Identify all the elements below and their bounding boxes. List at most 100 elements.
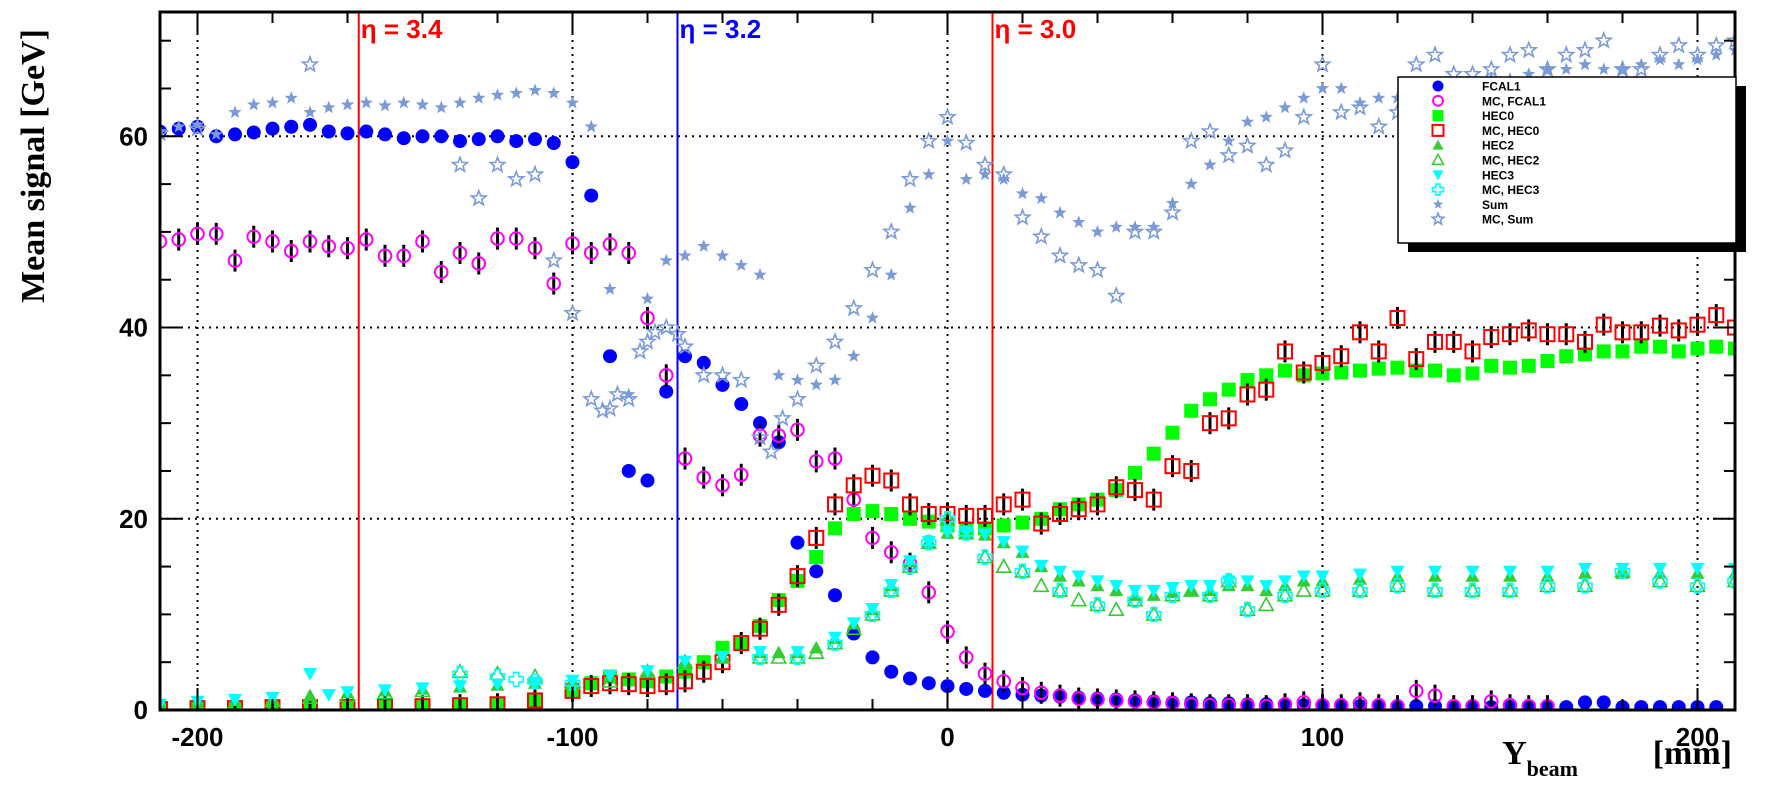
point-mc-sum: [645, 322, 665, 341]
point-mc-fcal1: [827, 451, 843, 466]
point-mc-sum: [488, 155, 507, 174]
point-sum: [1372, 91, 1386, 104]
legend-label: HEC3: [1482, 168, 1514, 182]
point-mc-sum: [1313, 54, 1332, 73]
point-hec3: [1203, 580, 1217, 593]
point-mc-sum: [525, 164, 545, 183]
legend-label: MC, HEC0: [1482, 124, 1540, 138]
point-mc-hec0: [1520, 322, 1537, 339]
point-sum: [678, 248, 692, 262]
point-mc-fcal1: [583, 245, 599, 261]
y-tick-label: 60: [119, 121, 148, 151]
point-sum: [828, 373, 842, 386]
point-mc-fcal1: [1371, 697, 1387, 710]
point-mc-fcal1: [160, 234, 168, 249]
point-mc-sum: [1369, 116, 1389, 135]
point-mc-fcal1: [302, 234, 318, 249]
point-mc-hec2: [1070, 591, 1088, 607]
point-mc-hec0: [1183, 462, 1200, 479]
point-sum: [1203, 158, 1217, 171]
point-hec3: [1278, 575, 1292, 588]
point-mc-fcal1: [171, 232, 187, 247]
point-fcal1: [1634, 700, 1649, 710]
point-mc-hec2: [1014, 562, 1031, 578]
point-mc-fcal1: [1277, 696, 1293, 710]
point-hec0: [809, 550, 824, 565]
point-hec0: [1465, 366, 1480, 381]
point-mc-sum: [668, 324, 687, 343]
point-mc-fcal1: [471, 256, 487, 271]
point-mc-sum: [619, 389, 639, 408]
point-sum: [978, 167, 992, 181]
legend-entry: MC, HEC2: [1431, 152, 1540, 168]
point-hec0: [1278, 363, 1292, 378]
point-sum: [1240, 115, 1255, 128]
point-mc-sum: [188, 118, 207, 137]
point-fcal1: [809, 564, 824, 579]
point-sum: [1222, 134, 1236, 147]
point-mc-hec3: [1314, 582, 1331, 599]
point-mc-hec2: [1501, 581, 1519, 597]
point-hec0: [996, 518, 1011, 533]
point-hec3: [453, 680, 467, 694]
point-mc-fcal1: [1052, 688, 1068, 703]
point-mc-sum: [1406, 54, 1426, 73]
point-hec0: [1728, 341, 1735, 356]
point-mc-hec2: [1276, 586, 1294, 602]
point-mc-hec0: [864, 467, 881, 484]
point-mc-hec3: [1145, 606, 1162, 623]
point-fcal1: [846, 626, 861, 641]
point-mc-hec2: [376, 684, 394, 700]
x-axis-title: Ybeam [mm]: [1502, 735, 1732, 781]
point-mc-hec2: [1464, 581, 1481, 597]
point-mc-hec0: [1652, 317, 1668, 334]
point-sum: [1165, 196, 1180, 209]
point-sum: [528, 83, 542, 97]
point-fcal1: [284, 119, 299, 134]
point-mc-hec3: [1577, 577, 1593, 594]
point-hec0: [1596, 344, 1611, 359]
point-mc-fcal1: [640, 310, 655, 326]
point-hec0: [1184, 403, 1199, 418]
point-mc-fcal1: [415, 234, 430, 249]
point-mc-hec3: [1652, 573, 1668, 589]
point-mc-sum: [1669, 35, 1689, 54]
point-sum: [865, 311, 880, 324]
point-mc-sum: [1088, 260, 1107, 279]
point-mc-hec2: [1576, 577, 1594, 593]
point-mc-hec0: [1052, 505, 1068, 522]
point-hec3: [603, 669, 617, 683]
point-fcal1: [659, 384, 674, 399]
point-hec0: [1334, 365, 1349, 380]
point-mc-fcal1: [1221, 697, 1237, 710]
point-mc-sum: [1481, 59, 1501, 78]
point-mc-sum: [656, 317, 676, 336]
point-mc-hec2: [1239, 600, 1256, 617]
point-mc-fcal1: [1521, 698, 1537, 710]
point-hec3: [1034, 560, 1049, 573]
point-hec0: [1128, 465, 1142, 480]
point-sum: [734, 258, 748, 271]
point-mc-sum: [919, 131, 939, 150]
point-mc-sum: [300, 54, 320, 73]
point-mc-fcal1: [1127, 694, 1143, 709]
point-mc-hec3: [752, 649, 768, 666]
point-mc-hec0: [789, 568, 806, 585]
point-mc-hec0: [620, 676, 637, 693]
point-fcal1: [978, 683, 992, 698]
point-mc-fcal1: [771, 428, 787, 443]
point-sum: [1072, 215, 1086, 228]
point-fcal1: [265, 121, 280, 136]
point-mc-hec2: [882, 581, 900, 597]
point-mc-sum: [581, 389, 601, 408]
point-mc-hec3: [939, 510, 956, 527]
point-fcal1: [640, 473, 655, 488]
point-mc-sum: [994, 164, 1014, 183]
point-hec0: [884, 506, 899, 521]
point-mc-hec2: [1389, 577, 1406, 593]
point-mc-fcal1: [621, 245, 637, 261]
point-mc-hec2: [1032, 577, 1050, 593]
point-mc-hec3: [1539, 577, 1556, 594]
point-mc-hec3: [1464, 582, 1481, 599]
point-mc-sum: [1594, 30, 1614, 49]
